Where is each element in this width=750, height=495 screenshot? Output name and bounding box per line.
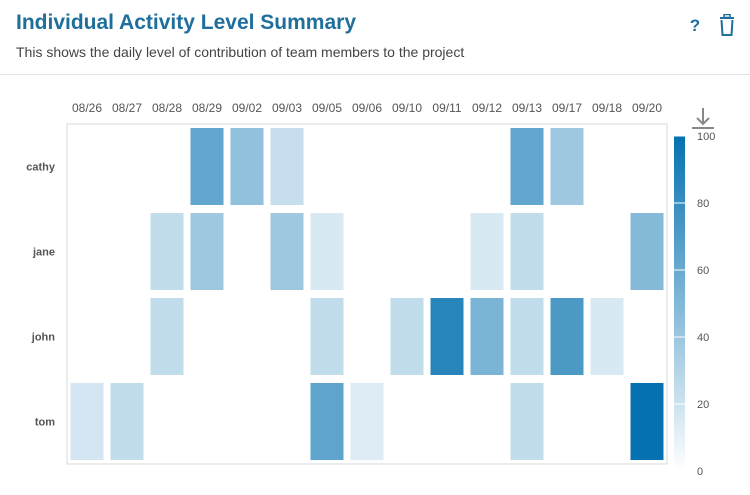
heatmap-cell-john-09-12[interactable] (470, 298, 504, 375)
download-icon[interactable] (692, 108, 714, 129)
x-tick-label: 09/20 (632, 101, 662, 115)
heatmap-cell-cathy-09-13[interactable] (510, 128, 544, 205)
x-tick-label: 09/17 (552, 101, 582, 115)
heatmap-cell-jane-08-28[interactable] (150, 213, 184, 290)
y-tick-label: john (31, 332, 55, 344)
x-tick-label: 09/03 (272, 101, 302, 115)
heatmap-cell-cathy-09-02[interactable] (230, 128, 264, 205)
heatmap-cell-john-09-05[interactable] (310, 298, 344, 375)
legend-tick-label: 40 (697, 332, 709, 344)
plot-frame (66, 123, 668, 465)
x-tick-label: 08/26 (72, 101, 102, 115)
y-tick-label: tom (35, 417, 55, 429)
x-tick-label: 08/28 (152, 101, 182, 115)
heatmap-cell-cathy-09-03[interactable] (270, 128, 304, 205)
heatmap-cell-tom-09-13[interactable] (510, 383, 544, 460)
heatmap-cell-tom-09-06[interactable] (350, 383, 384, 460)
heatmap-cell-jane-08-29[interactable] (190, 213, 224, 290)
x-tick-label: 08/29 (192, 101, 222, 115)
heatmap-cell-john-09-17[interactable] (550, 298, 584, 375)
heatmap-cell-tom-08-27[interactable] (110, 383, 144, 460)
x-tick-label: 09/05 (312, 101, 342, 115)
heatmap-cell-john-09-18[interactable] (590, 298, 624, 375)
x-tick-label: 09/10 (392, 101, 422, 115)
heatmap-cell-jane-09-12[interactable] (470, 213, 504, 290)
heatmap-cell-jane-09-20[interactable] (630, 213, 664, 290)
x-tick-label: 08/27 (112, 101, 142, 115)
x-tick-label: 09/13 (512, 101, 542, 115)
heatmap-cell-tom-09-20[interactable] (630, 383, 664, 460)
x-tick-label: 09/12 (472, 101, 502, 115)
heatmap-cell-cathy-09-17[interactable] (550, 128, 584, 205)
heatmap-cell-john-09-11[interactable] (430, 298, 464, 375)
legend-tick-label: 60 (697, 265, 709, 277)
heatmap-cell-john-09-13[interactable] (510, 298, 544, 375)
heatmap-cell-jane-09-03[interactable] (270, 213, 304, 290)
heatmap-cell-john-08-28[interactable] (150, 298, 184, 375)
trash-icon[interactable] (716, 13, 738, 38)
help-icon[interactable]: ? (689, 16, 701, 35)
heatmap-cell-jane-09-05[interactable] (310, 213, 344, 290)
x-tick-label: 09/18 (592, 101, 622, 115)
heatmap-cell-cathy-08-29[interactable] (190, 128, 224, 205)
heatmap-cell-jane-09-13[interactable] (510, 213, 544, 290)
page-title: Individual Activity Level Summary (16, 11, 356, 34)
x-tick-label: 09/06 (352, 101, 382, 115)
heatmap-cell-john-09-10[interactable] (390, 298, 424, 375)
legend-tick-label: 20 (697, 399, 709, 411)
legend-tick-label: 100 (697, 131, 715, 143)
legend-tick-label: 0 (697, 466, 703, 478)
panel-header: Individual Activity Level Summary This s… (0, 0, 750, 75)
x-tick-label: 09/02 (232, 101, 262, 115)
legend-tick-label: 80 (697, 198, 709, 210)
page-subtitle: This shows the daily level of contributi… (16, 44, 465, 60)
heatmap-cell-tom-09-05[interactable] (310, 383, 344, 460)
color-legend-bar (674, 136, 685, 471)
x-tick-label: 09/11 (432, 101, 461, 115)
y-tick-label: jane (32, 247, 55, 259)
y-tick-label: cathy (26, 162, 56, 174)
heatmap-cell-tom-08-26[interactable] (70, 383, 104, 460)
